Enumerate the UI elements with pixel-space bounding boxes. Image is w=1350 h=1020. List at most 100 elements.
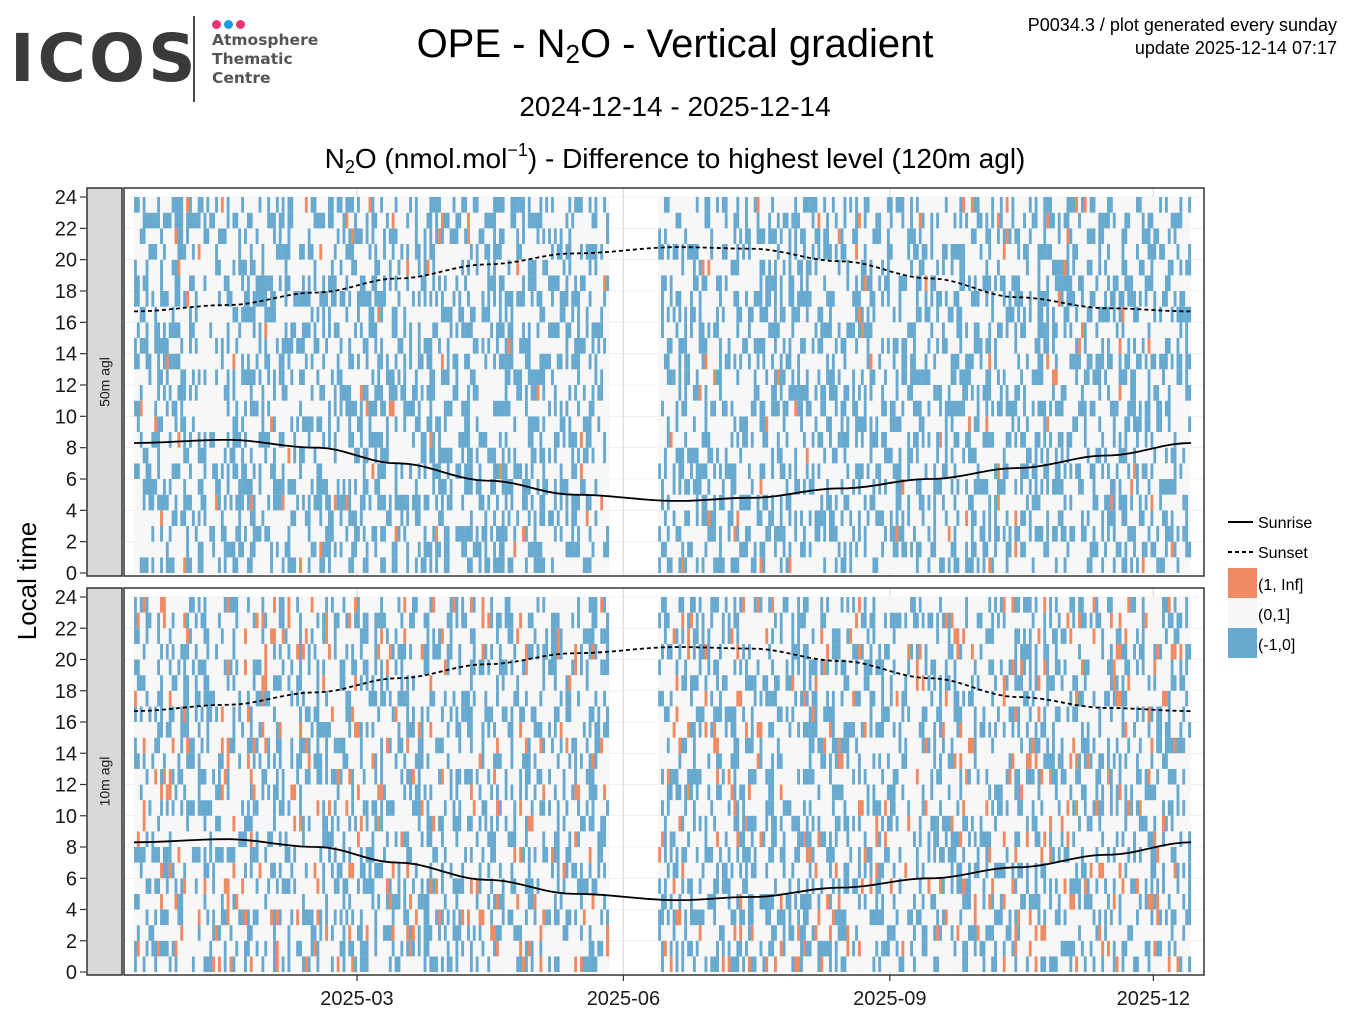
heatmap-cell xyxy=(690,306,694,323)
heatmap-cell xyxy=(293,322,297,338)
heatmap-cell xyxy=(548,212,552,229)
heatmap-cell xyxy=(333,400,337,417)
heatmap-cell xyxy=(440,479,445,495)
heatmap-cell xyxy=(328,291,332,307)
heatmap-cell xyxy=(134,447,138,464)
heatmap-cell xyxy=(304,463,308,479)
heatmap-cell xyxy=(206,353,210,370)
heatmap-cell xyxy=(145,338,149,354)
heatmap-cell xyxy=(412,479,416,495)
heatmap-cell xyxy=(406,479,410,495)
heatmap-cell xyxy=(565,322,569,338)
heatmap-cell xyxy=(186,228,190,244)
heatmap-cell xyxy=(235,463,239,479)
heatmap-cell xyxy=(776,197,780,213)
heatmap-cell xyxy=(443,416,447,432)
heatmap-cell xyxy=(328,259,332,276)
heatmap-cell xyxy=(206,557,210,573)
heatmap-cell xyxy=(553,416,557,432)
heatmap-cell xyxy=(478,416,482,432)
heatmap-cell xyxy=(139,322,143,338)
heatmap-cell xyxy=(339,557,343,573)
heatmap-cell xyxy=(591,197,595,213)
heatmap-cell xyxy=(270,275,274,291)
heatmap-cell xyxy=(420,212,424,229)
heatmap-cell xyxy=(522,447,526,464)
heatmap-cell xyxy=(490,275,494,291)
heatmap-cell xyxy=(776,494,780,511)
heatmap-cell xyxy=(226,416,230,432)
heatmap-cell xyxy=(374,447,378,464)
heatmap-cell xyxy=(174,291,178,307)
heatmap-cell xyxy=(464,291,468,307)
heatmap-cell xyxy=(287,259,291,276)
heatmap-cell xyxy=(588,212,592,229)
heatmap-cell xyxy=(336,369,340,385)
heatmap-cell xyxy=(333,353,337,370)
heatmap-cell xyxy=(252,494,256,511)
heatmap-cell xyxy=(666,432,670,448)
heatmap-cell xyxy=(730,510,734,526)
heatmap-cell xyxy=(212,244,216,260)
heatmap-cell xyxy=(495,463,500,479)
heatmap-cell xyxy=(249,369,253,385)
heatmap-cell xyxy=(212,447,216,464)
heatmap-cell xyxy=(290,275,294,291)
heatmap-cell xyxy=(162,510,167,526)
heatmap-cell xyxy=(467,353,471,370)
heatmap-cell xyxy=(577,432,581,448)
heatmap-cell xyxy=(707,526,711,542)
heatmap-cell xyxy=(522,400,526,417)
heatmap-cell xyxy=(475,447,479,464)
heatmap-cell xyxy=(773,385,778,401)
heatmap-cell xyxy=(467,510,471,526)
heatmap-cell xyxy=(215,510,219,526)
heatmap-cell xyxy=(678,228,682,244)
heatmap-cell xyxy=(762,228,766,244)
heatmap-cell xyxy=(765,244,769,260)
heatmap-cell xyxy=(687,510,691,526)
heatmap-cell xyxy=(467,494,471,511)
heatmap-cell xyxy=(504,244,508,260)
heatmap-cell xyxy=(542,259,546,276)
heatmap-cell xyxy=(675,338,679,354)
heatmap-cell xyxy=(713,416,717,432)
heatmap-cell xyxy=(765,416,769,432)
heatmap-cell xyxy=(577,463,581,479)
heatmap-cell xyxy=(246,447,250,464)
heatmap-cell xyxy=(559,259,563,276)
heatmap-cell xyxy=(299,275,303,291)
heatmap-cell xyxy=(380,369,384,385)
heatmap-cell xyxy=(493,494,497,511)
heatmap-cell xyxy=(307,228,311,244)
heatmap-cell xyxy=(727,416,731,432)
heatmap-cell xyxy=(134,494,138,511)
heatmap-cell xyxy=(330,416,334,432)
heatmap-cell xyxy=(461,447,465,464)
heatmap-cell xyxy=(267,338,271,354)
heatmap-cell xyxy=(136,557,140,573)
heatmap-cell xyxy=(423,479,427,495)
heatmap-cell xyxy=(533,244,537,260)
heatmap-cell xyxy=(446,416,450,432)
heatmap-cell xyxy=(458,526,462,542)
heatmap-cell xyxy=(345,338,349,354)
heatmap-cell xyxy=(423,322,427,338)
heatmap-cell xyxy=(368,494,372,511)
heatmap-cell xyxy=(359,494,363,511)
heatmap-cell xyxy=(183,306,187,323)
heatmap-cell xyxy=(556,400,560,417)
heatmap-cell xyxy=(710,432,714,448)
heatmap-cell xyxy=(333,291,337,307)
heatmap-cell xyxy=(412,212,416,229)
heatmap-cell xyxy=(553,322,557,338)
heatmap-cell xyxy=(409,385,413,401)
heatmap-cell xyxy=(588,353,592,370)
heatmap-cell xyxy=(215,244,219,260)
heatmap-cell xyxy=(681,510,685,526)
heatmap-cell xyxy=(736,259,740,276)
heatmap-cell xyxy=(742,494,746,511)
heatmap-cell xyxy=(429,385,433,401)
subtitle-text: ) - Difference to highest level (120m ag… xyxy=(527,143,1026,174)
heatmap-cell xyxy=(493,416,497,432)
